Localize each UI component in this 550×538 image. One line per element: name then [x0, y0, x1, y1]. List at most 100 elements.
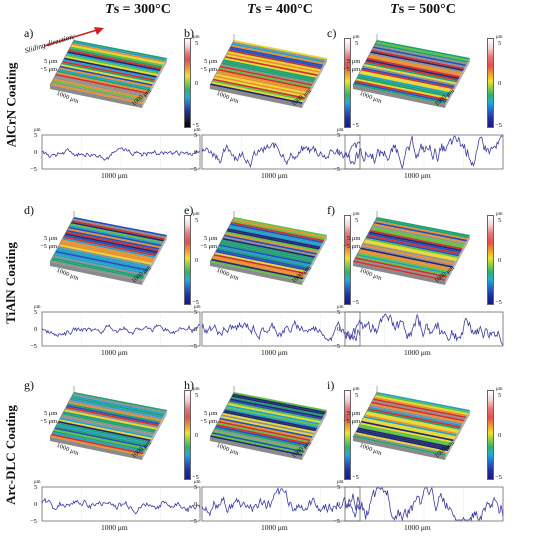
surface-stripe: [233, 392, 327, 412]
surface-stripe: [69, 46, 164, 67]
surface-stripe: [215, 425, 309, 447]
surface-stripe: [70, 221, 165, 242]
surface-stripe: [363, 241, 457, 262]
surface-stripe: [53, 428, 147, 450]
surface-stripe: [364, 239, 458, 260]
colorbar-top: 5: [195, 392, 199, 399]
arrow-head: [94, 27, 104, 35]
surface-stripe: [357, 427, 451, 448]
surface-stripe: [62, 411, 157, 432]
surface-stripe: [65, 54, 159, 75]
profile-tick-0: 0: [194, 326, 198, 333]
colorbar-bottom: −5: [192, 122, 199, 129]
surface-stripe: [227, 403, 321, 424]
surface-stripe: [365, 237, 459, 258]
temp-value: = 500°C: [404, 2, 456, 17]
surface-stripe: [375, 393, 470, 414]
surface-stripe: [221, 414, 315, 435]
surface-stripe: [214, 427, 308, 448]
colorbar-unit: μm: [193, 212, 200, 217]
colorbar-bottom: −5: [352, 122, 359, 129]
surface-stripe: [211, 257, 305, 278]
surface-stripe: [68, 400, 163, 420]
surface-stripe: [353, 81, 447, 103]
surface-stripe: [216, 249, 310, 270]
colorbar-bottom: −5: [352, 474, 359, 481]
surface-side: [142, 235, 167, 285]
surface-stripe: [228, 400, 323, 420]
surface-frame: [352, 386, 378, 438]
surface-stripe: [368, 231, 462, 252]
surface-stripe: [50, 83, 143, 104]
surface-frame: [49, 211, 75, 263]
surface-stripe: [376, 217, 470, 237]
surface-stripe: [365, 412, 459, 433]
surface-stripe: [219, 65, 313, 86]
surface-stripe: [368, 54, 462, 75]
colorbar-bottom: −5: [192, 474, 199, 481]
colorbar: [344, 215, 351, 305]
surface-stripe: [62, 237, 156, 258]
profile-tick-0: 0: [337, 326, 341, 333]
surface-stripe: [367, 408, 462, 429]
surface-stripe: [365, 236, 460, 257]
surface-stripe: [371, 401, 465, 422]
colorbar: [487, 215, 494, 305]
surface-stripe: [72, 393, 167, 414]
z-bottom-label: −5 μm: [40, 66, 58, 73]
profile-unit: μm: [34, 305, 41, 310]
surface-stripe: [211, 80, 305, 101]
surface-stripe: [374, 395, 469, 415]
surface-stripe: [55, 250, 149, 272]
surface-stripe: [232, 218, 327, 239]
surface-stripe: [56, 249, 150, 270]
surface-stripe: [372, 223, 467, 244]
surface-stripe: [361, 419, 455, 440]
surface-stripe: [372, 46, 467, 67]
row-header-1: AlCrN Coating: [0, 20, 22, 190]
surface-stripe: [53, 76, 147, 98]
surface-stripe: [358, 73, 452, 95]
surface-frame: [49, 34, 75, 86]
profile-x-label: 1000 μm: [101, 348, 128, 357]
profile-x-label: 1000 μm: [261, 523, 288, 532]
surface-stripe: [356, 253, 450, 275]
colorbar: [184, 390, 191, 480]
colorbar-mid: 0: [195, 257, 199, 264]
surface-stripe: [56, 72, 150, 93]
profile-plot: [201, 311, 361, 347]
surface-stripe: [360, 68, 454, 90]
surface-3d-plot: [49, 211, 167, 285]
surface-stripe: [65, 406, 159, 427]
surface-stripe: [216, 72, 310, 93]
surface-stripe: [358, 425, 452, 447]
surface-stripe: [70, 396, 165, 417]
surface-stripe: [376, 392, 470, 412]
column-header-2: Ts = 400°C: [210, 2, 350, 18]
surface-stripe: [233, 217, 327, 237]
surface-stripe: [54, 427, 148, 448]
colorbar-top: 5: [355, 40, 359, 47]
colorbar-mid: 0: [498, 432, 502, 439]
profile-tick-5: 5: [194, 132, 198, 139]
surface-stripe: [371, 226, 465, 247]
surface-stripe: [62, 236, 157, 257]
surface-stripe: [68, 49, 162, 70]
surface-side: [210, 85, 302, 108]
surface-stripe: [54, 75, 148, 96]
surface-stripe: [373, 396, 468, 417]
surface-stripe: [231, 220, 326, 240]
surface-stripe: [228, 226, 322, 247]
surface-side: [142, 58, 167, 108]
surface-frame: [352, 211, 378, 263]
z-top-label: 5 μm: [204, 58, 218, 65]
surface-stripe: [373, 44, 468, 65]
colorbar-unit: μm: [193, 35, 200, 40]
surface-stripe: [72, 41, 167, 62]
surface-stripe: [218, 67, 312, 88]
surface-stripe: [372, 398, 467, 419]
colorbar-mid: 0: [498, 257, 502, 264]
z-bottom-label: −5 μm: [200, 66, 218, 73]
surface-stripe: [57, 420, 151, 442]
surface-stripe: [229, 223, 324, 244]
